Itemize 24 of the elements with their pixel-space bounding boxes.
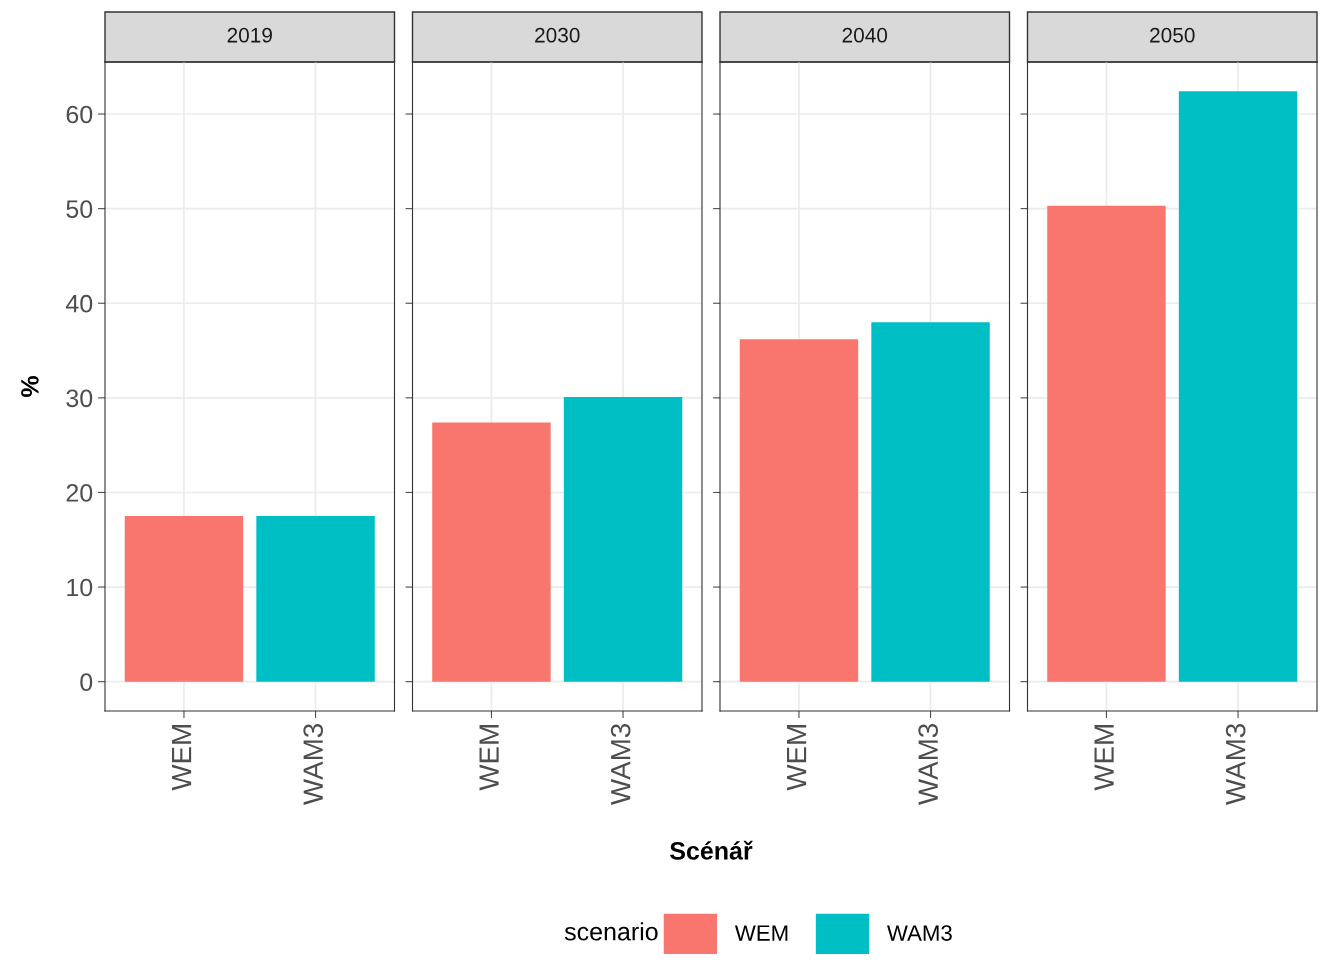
x-tick-label: WAM3 [303, 724, 323, 805]
x-tick-label: WEM [1094, 725, 1114, 791]
x-tick-label: WEM [479, 725, 499, 791]
legend-label: WAM3 [887, 925, 952, 941]
legend-title: scenario [564, 922, 658, 941]
x-tick-label: WAM3 [610, 724, 631, 805]
chart-title: 2050 [1150, 27, 1195, 43]
x-tick-label: WEM [172, 725, 192, 791]
y-tick-label: 0 [80, 673, 93, 691]
y-tick-label: 20 [66, 484, 93, 502]
x-tick-label: WAM3 [1225, 724, 1246, 805]
x-tick-label: WAM3 [918, 724, 938, 805]
y-axis-title: % [21, 376, 39, 397]
chart-title: 2030 [535, 27, 580, 43]
chart-title: 2040 [842, 27, 888, 43]
y-tick-label: 50 [66, 200, 93, 218]
y-tick-label: 40 [65, 294, 93, 313]
legend-label: WEM [734, 925, 788, 941]
y-tick-label: 30 [66, 389, 93, 408]
x-axis-title: Scénář [670, 840, 753, 860]
y-tick-label: 10 [67, 578, 93, 597]
chart-title: 2019 [227, 27, 272, 43]
x-tick-label: WEM [787, 725, 807, 791]
y-tick-label: 60 [66, 105, 93, 124]
